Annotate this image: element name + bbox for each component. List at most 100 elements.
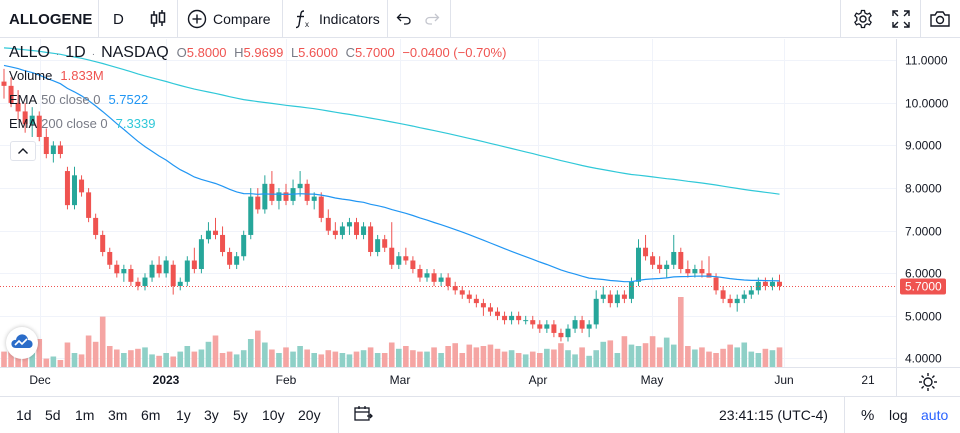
- range-button-20y[interactable]: 20y: [298, 407, 321, 423]
- candle: [650, 251, 656, 270]
- candle: [29, 107, 35, 137]
- chart-style-button[interactable]: [149, 0, 167, 38]
- high-value: 5.9699: [243, 45, 284, 60]
- redo-button[interactable]: [424, 0, 440, 38]
- settings-button[interactable]: [852, 0, 874, 38]
- ema50-params: 50 close 0: [41, 92, 101, 107]
- volume-bar: [311, 353, 317, 367]
- snapshot-button[interactable]: [929, 0, 951, 38]
- candle: [396, 251, 402, 270]
- time-tick-label: Jun: [774, 373, 793, 387]
- candle: [86, 188, 92, 223]
- volume-bar: [106, 346, 113, 367]
- legend-volume[interactable]: Volume 1.833M: [9, 68, 506, 92]
- percent-label: %: [861, 406, 875, 424]
- candle: [50, 141, 56, 163]
- candle: [304, 179, 310, 206]
- volume-bar: [1, 351, 7, 367]
- legend-exchange: NASDAQ: [101, 44, 169, 61]
- auto-scale-button[interactable]: auto: [921, 397, 948, 433]
- volume-bar: [699, 347, 705, 367]
- indicators-button[interactable]: x Indicators: [293, 0, 380, 38]
- time-tick-label: Feb: [276, 373, 297, 387]
- percent-scale-button[interactable]: %: [861, 397, 874, 433]
- close-value: 5.7000: [354, 45, 395, 60]
- volume-bar: [621, 336, 628, 367]
- range-button-1m[interactable]: 1m: [75, 407, 95, 423]
- volume-bar: [748, 351, 755, 367]
- ema50-line: [3, 64, 780, 283]
- volume-bar: [92, 341, 99, 367]
- volume-bar: [346, 354, 353, 367]
- log-scale-button[interactable]: log: [889, 397, 908, 433]
- range-button-3m[interactable]: 3m: [108, 407, 128, 423]
- volume-bar: [212, 335, 219, 367]
- volume-bar: [480, 346, 487, 367]
- legend-ema50[interactable]: EMA 50 close 0 5.7522: [9, 92, 506, 116]
- close-key: C: [345, 45, 355, 60]
- compare-button[interactable]: Compare: [187, 0, 271, 38]
- range-button-6m[interactable]: 6m: [141, 407, 161, 423]
- candle: [354, 217, 359, 240]
- volume-bar: [318, 354, 325, 367]
- candle: [213, 217, 218, 240]
- interval-button[interactable]: D: [113, 0, 124, 38]
- volume-bar: [586, 355, 592, 367]
- go-to-date-button[interactable]: [353, 397, 373, 433]
- volume-bar: [515, 353, 522, 367]
- timezone-button[interactable]: 23:41:15 (UTC-4): [719, 397, 828, 433]
- indicators-label: Indicators: [319, 11, 380, 27]
- volume-bar: [769, 350, 776, 367]
- volume-bar: [142, 347, 148, 367]
- fullscreen-button[interactable]: [891, 0, 911, 38]
- candle: [361, 222, 367, 240]
- volume-bar: [233, 354, 240, 367]
- range-button-5d[interactable]: 5d: [45, 407, 61, 423]
- volume-bar: [417, 351, 423, 367]
- volume-bar: [685, 346, 691, 367]
- add-circle-icon: [187, 9, 207, 29]
- time-tick-label: Dec: [29, 373, 50, 387]
- volume-bar: [438, 353, 444, 367]
- fullscreen-icon: [891, 9, 911, 29]
- candle: [297, 171, 303, 197]
- volume-bar: [544, 348, 550, 367]
- low-value: 5.6000: [298, 45, 338, 60]
- time-tick-label: 21: [861, 373, 875, 387]
- time-axis[interactable]: Dec 2023 Feb Mar Apr May Jun 21: [0, 368, 960, 396]
- range-button-1y[interactable]: 1y: [176, 407, 191, 423]
- range-button-5y[interactable]: 5y: [233, 407, 248, 423]
- volume-bar: [50, 356, 57, 367]
- volume-value: 1.833M: [60, 68, 104, 83]
- volume-bar: [276, 353, 282, 367]
- volume-bar: [487, 344, 494, 367]
- calendar-icon: [353, 405, 373, 426]
- volume-bar: [459, 353, 466, 367]
- volume-bar: [501, 351, 508, 367]
- symbol-search[interactable]: ALLOGENE: [9, 0, 92, 38]
- volume-bar: [99, 316, 106, 367]
- price-tick-label: 9.0000: [905, 139, 942, 153]
- candle: [93, 213, 99, 240]
- volume-bar: [600, 341, 607, 367]
- candle: [220, 226, 226, 257]
- candle: [15, 90, 21, 120]
- volume-bar: [121, 353, 127, 367]
- legend-collapse-button[interactable]: [10, 141, 36, 161]
- price-chart[interactable]: 11.000010.00009.00008.00007.00006.00005.…: [0, 39, 960, 367]
- price-tick-label: 10.0000: [905, 97, 949, 111]
- volume-bar: [635, 346, 642, 367]
- volume-bar: [452, 343, 458, 367]
- tradingview-logo[interactable]: [6, 327, 38, 359]
- range-button-3y[interactable]: 3y: [204, 407, 219, 423]
- volume-bar: [713, 353, 719, 367]
- undo-button[interactable]: [396, 0, 412, 38]
- candle: [64, 166, 70, 210]
- price-axis[interactable]: 11.000010.00009.00008.00007.00006.00005.…: [900, 54, 949, 366]
- axis-settings-button[interactable]: [918, 372, 938, 397]
- range-button-1d[interactable]: 1d: [16, 407, 32, 423]
- candle: [241, 230, 247, 261]
- legend-ema200[interactable]: EMA 200 close 0 7.3339: [9, 116, 506, 140]
- range-button-10y[interactable]: 10y: [262, 407, 285, 423]
- volume-bar: [163, 353, 169, 367]
